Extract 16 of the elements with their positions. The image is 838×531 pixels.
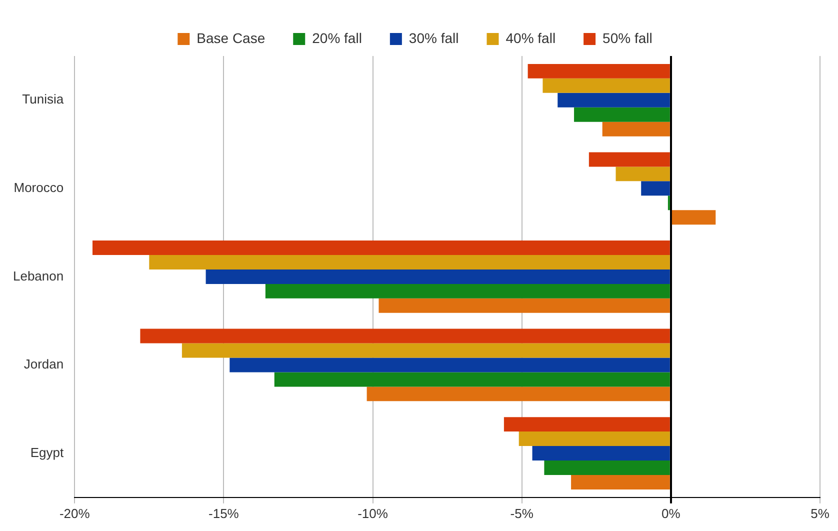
- x-tick-label: 5%: [810, 506, 830, 521]
- x-tick-label: 0%: [662, 506, 681, 521]
- legend-label: 40% fall: [506, 30, 556, 46]
- x-tick-label: -5%: [510, 506, 534, 521]
- y-tick-label: Egypt: [30, 444, 64, 460]
- legend-label: 50% fall: [602, 30, 652, 46]
- y-tick-label: Tunisia: [22, 92, 64, 107]
- x-tick-label: -10%: [358, 506, 388, 521]
- y-tick-label: Lebanon: [12, 268, 64, 284]
- legend-label: 30% fall: [408, 30, 459, 46]
- x-tick-label: -15%: [208, 506, 240, 521]
- legend-label: Base Case: [196, 30, 266, 46]
- legend-label: 20% fall: [312, 30, 362, 46]
- y-tick-label: Morocco: [14, 180, 64, 195]
- y-tick-label: Jordan: [24, 356, 64, 372]
- x-tick-label: -20%: [59, 506, 90, 521]
